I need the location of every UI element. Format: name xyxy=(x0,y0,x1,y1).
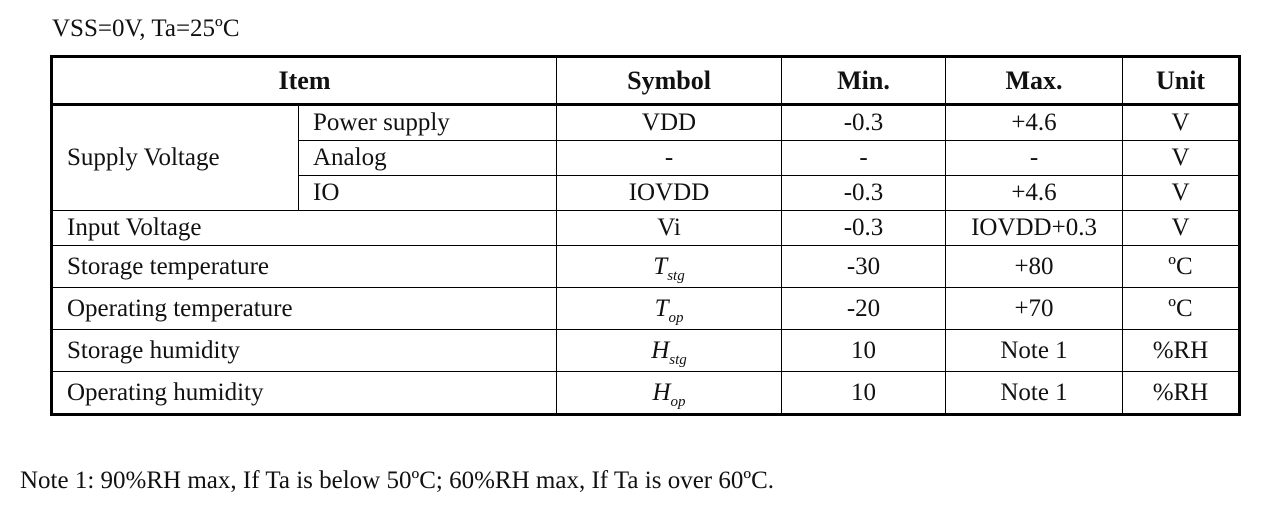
max-cell: - xyxy=(945,140,1124,176)
symbol-subscript: stg xyxy=(669,351,687,368)
min-cell: 10 xyxy=(781,371,947,415)
item-label: Input Voltage xyxy=(50,210,558,246)
min-cell: - xyxy=(781,140,947,176)
header-item: Item xyxy=(50,56,558,105)
symbol-main: T xyxy=(653,252,668,280)
symbol-main: H xyxy=(652,378,671,406)
symbol-main: H xyxy=(651,336,670,364)
min-cell: -0.3 xyxy=(781,104,947,141)
symbol-main: T xyxy=(654,294,669,322)
symbol-cell: Vi xyxy=(556,210,783,246)
table-row-power-supply: Supply Voltage Power supply VDD -0.3 +4.… xyxy=(51,104,1241,211)
unit-cell: %RH xyxy=(1122,329,1241,372)
header-unit: Unit xyxy=(1122,56,1241,105)
symbol-cell: VDD xyxy=(556,104,783,141)
unit-cell: ºC xyxy=(1122,245,1241,288)
header-row: Item Symbol Min. Max. Unit xyxy=(50,56,1241,105)
unit-cell: %RH xyxy=(1122,371,1241,415)
symbol-cell: IOVDD xyxy=(556,175,783,211)
max-cell: +70 xyxy=(945,287,1124,330)
symbol-subscript: op xyxy=(670,393,686,410)
unit-cell: V xyxy=(1122,175,1241,211)
max-cell: IOVDD+0.3 xyxy=(945,210,1124,246)
table-row-operating-humidity: Operating humidity Hop 10 Note 1 %RH xyxy=(50,371,1241,415)
item-label: Storage humidity xyxy=(50,329,558,372)
min-cell: -0.3 xyxy=(781,175,947,211)
item-label: Storage temperature xyxy=(50,245,558,288)
min-cell: -30 xyxy=(781,245,947,288)
table-row-operating-temperature: Operating temperature Top -20 +70 ºC xyxy=(50,287,1241,330)
table-row-input-voltage: Input Voltage Vi -0.3 IOVDD+0.3 V xyxy=(50,210,1241,246)
unit-cell: ºC xyxy=(1122,287,1241,330)
sub-item-label: Analog xyxy=(297,140,558,176)
header-symbol: Symbol xyxy=(556,56,783,105)
symbol-cell: Hstg xyxy=(556,329,783,372)
symbol-subscript: stg xyxy=(667,267,685,284)
absolute-maximum-ratings-table: Item Symbol Min. Max. Unit Supply Voltag… xyxy=(50,55,1242,416)
footnote: Note 1: 90%RH max, If Ta is below 50ºC; … xyxy=(20,467,775,494)
item-label: Operating humidity xyxy=(50,371,558,415)
header-max: Max. xyxy=(945,56,1124,105)
symbol-cell: Hop xyxy=(556,371,783,415)
header-min: Min. xyxy=(781,56,947,105)
item-label: Operating temperature xyxy=(50,287,558,330)
symbol-subscript: op xyxy=(668,309,684,326)
table-row-storage-humidity: Storage humidity Hstg 10 Note 1 %RH xyxy=(50,329,1241,372)
table-row-storage-temperature: Storage temperature Tstg -30 +80 ºC xyxy=(50,245,1241,288)
max-cell: +4.6 xyxy=(945,104,1124,141)
conditions-caption: VSS=0V, Ta=25ºC xyxy=(52,15,240,42)
supply-voltage-label: Supply Voltage xyxy=(51,104,299,211)
table-row-io: IO IOVDD -0.3 +4.6 V xyxy=(52,175,1241,211)
symbol-cell: Tstg xyxy=(556,245,783,288)
max-cell: Note 1 xyxy=(945,371,1124,415)
max-cell: +4.6 xyxy=(945,175,1124,211)
symbol-cell: - xyxy=(556,140,783,176)
min-cell: -0.3 xyxy=(781,210,947,246)
max-cell: +80 xyxy=(945,245,1124,288)
symbol-cell: Top xyxy=(556,287,783,330)
sub-item-label: Power supply xyxy=(297,104,558,141)
min-cell: 10 xyxy=(781,329,947,372)
max-cell: Note 1 xyxy=(945,329,1124,372)
sub-item-label: IO xyxy=(297,175,558,211)
unit-cell: V xyxy=(1122,140,1241,176)
table-row-analog: Analog - - - V xyxy=(52,140,1241,176)
unit-cell: V xyxy=(1122,104,1241,141)
min-cell: -20 xyxy=(781,287,947,330)
unit-cell: V xyxy=(1122,210,1241,246)
